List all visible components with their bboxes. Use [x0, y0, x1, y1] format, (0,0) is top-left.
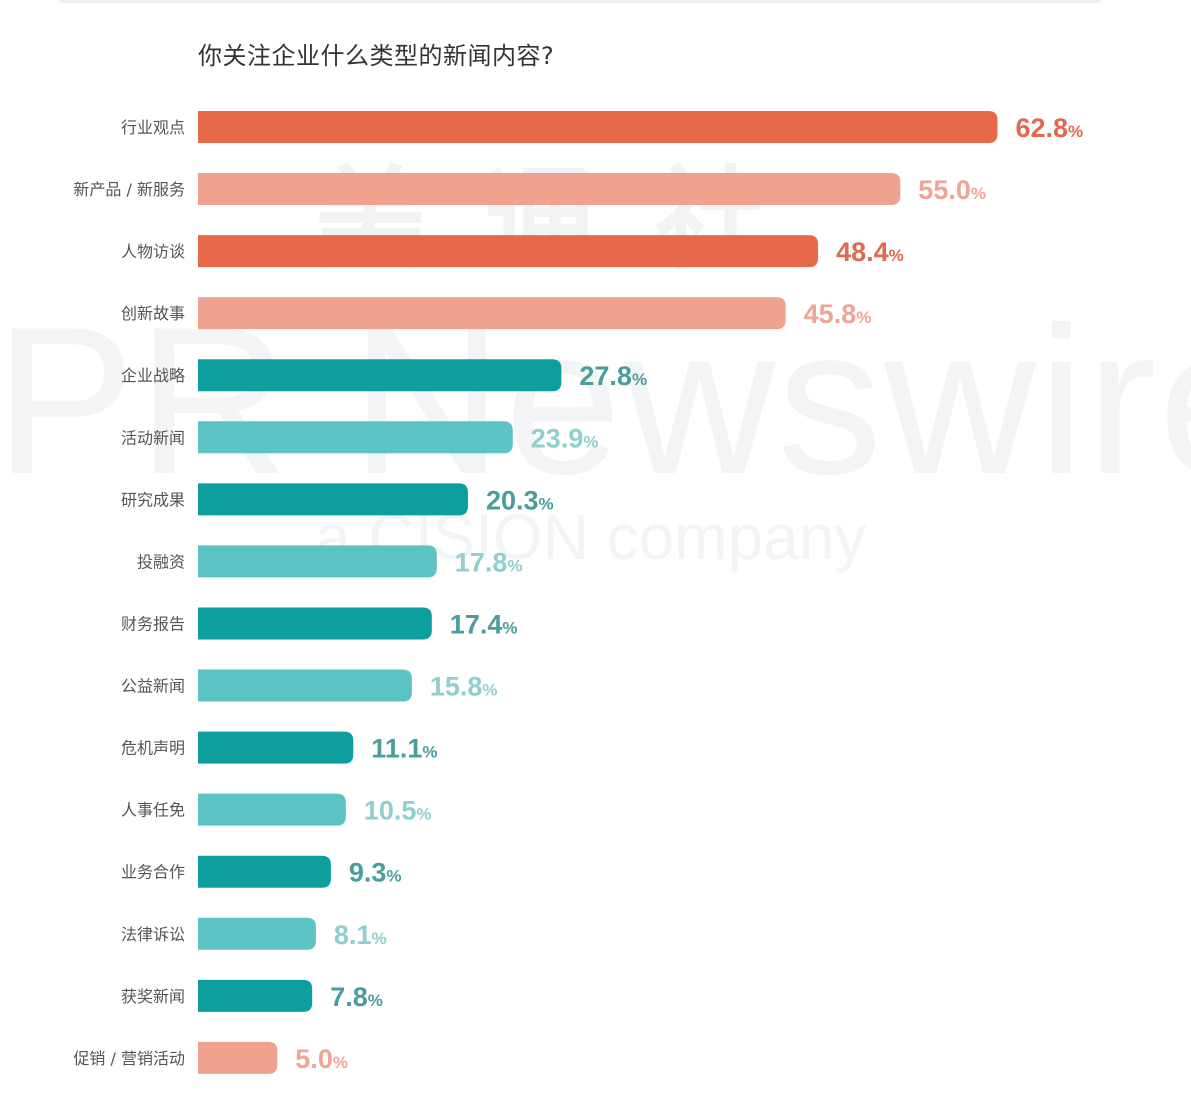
value-label: 62.8% — [1015, 113, 1083, 143]
category-label: 企业战略 — [121, 366, 185, 385]
category-label: 促销 / 营销活动 — [73, 1049, 185, 1068]
value-label: 11.1% — [371, 734, 437, 764]
category-label: 财务报告 — [121, 614, 185, 633]
bar — [198, 297, 786, 330]
category-label: 研究成果 — [121, 490, 185, 509]
category-label: 危机声明 — [121, 739, 185, 758]
category-label: 人事任免 — [121, 801, 185, 820]
value-label: 10.5% — [364, 796, 432, 826]
bar — [198, 483, 468, 516]
value-label: 8.1% — [334, 920, 387, 950]
category-label: 创新故事 — [121, 304, 185, 323]
category-label: 活动新闻 — [121, 428, 185, 447]
bar — [198, 607, 432, 640]
bar — [198, 917, 316, 950]
category-label: 人物访谈 — [121, 242, 185, 261]
value-label: 17.8% — [455, 547, 523, 577]
top-divider — [60, 0, 1100, 3]
value-label: 48.4% — [836, 237, 904, 267]
value-label: 55.0% — [918, 175, 986, 205]
category-label: 法律诉讼 — [121, 925, 185, 944]
category-label: 公益新闻 — [121, 677, 185, 696]
category-label: 获奖新闻 — [121, 987, 185, 1006]
category-label: 投融资 — [137, 552, 185, 571]
bar — [198, 421, 513, 454]
bar — [198, 731, 354, 764]
value-label: 23.9% — [531, 423, 599, 453]
value-label: 9.3% — [349, 858, 402, 888]
value-label: 27.8% — [579, 361, 647, 391]
bar — [198, 855, 331, 888]
value-label: 7.8% — [330, 982, 383, 1012]
category-label: 行业观点 — [121, 118, 185, 137]
category-label: 业务合作 — [121, 863, 185, 882]
bar — [198, 235, 819, 268]
value-label: 17.4% — [450, 609, 518, 639]
bar — [198, 669, 412, 702]
bar — [198, 173, 901, 206]
value-label: 15.8% — [430, 672, 498, 702]
value-label: 5.0% — [295, 1044, 348, 1074]
bar — [198, 545, 437, 578]
bar — [198, 1041, 278, 1074]
bar — [198, 979, 313, 1012]
bar — [198, 359, 562, 392]
bar — [198, 111, 998, 143]
value-label: 45.8% — [804, 299, 872, 329]
value-label: 20.3% — [486, 485, 554, 515]
bar — [198, 793, 346, 826]
category-label: 新产品 / 新服务 — [73, 180, 185, 199]
chart-title: 你关注企业什么类型的新闻内容? — [198, 42, 555, 70]
